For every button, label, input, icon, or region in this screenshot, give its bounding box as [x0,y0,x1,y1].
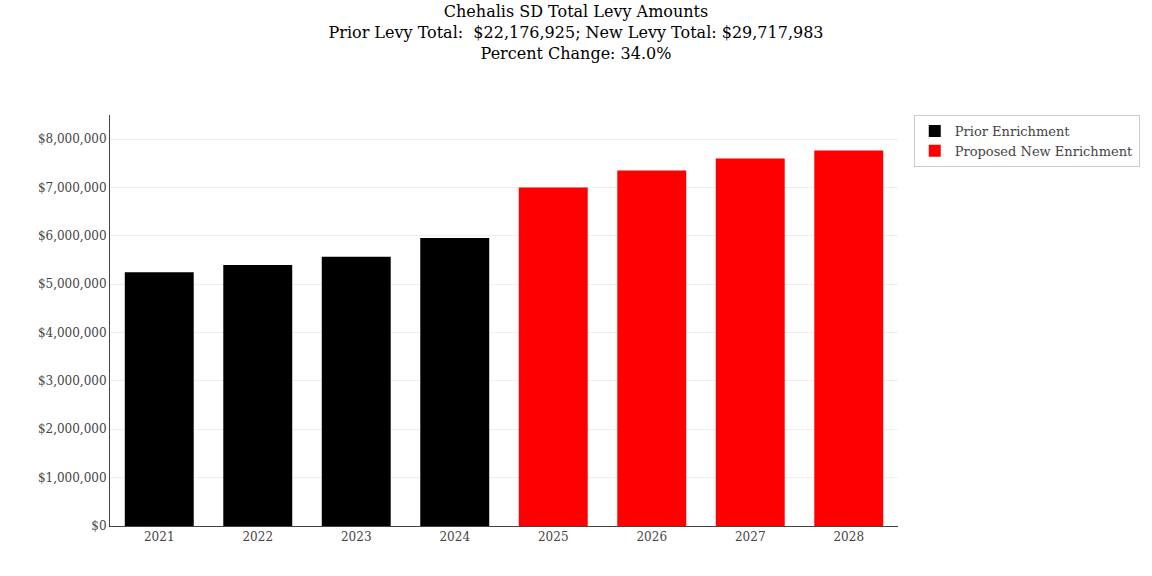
svg-text:$3,000,000: $3,000,000 [38,374,107,388]
svg-text:2024: 2024 [439,530,470,544]
svg-text:$6,000,000: $6,000,000 [38,229,107,243]
svg-text:2027: 2027 [735,530,766,544]
svg-text:Prior Enrichment: Prior Enrichment [955,124,1071,139]
svg-text:$0: $0 [91,519,106,533]
svg-text:$8,000,000: $8,000,000 [38,132,107,146]
svg-text:2025: 2025 [538,530,569,544]
svg-text:$7,000,000: $7,000,000 [38,181,107,195]
svg-text:$5,000,000: $5,000,000 [38,277,107,291]
svg-text:2022: 2022 [242,530,273,544]
svg-text:$4,000,000: $4,000,000 [38,326,107,340]
svg-text:$1,000,000: $1,000,000 [38,471,107,485]
svg-text:Chehalis SD Total Levy Amounts: Chehalis SD Total Levy AmountsPrior Levy… [328,2,823,63]
svg-text:Proposed New Enrichment: Proposed New Enrichment [955,144,1133,159]
svg-text:2028: 2028 [833,530,864,544]
svg-text:2023: 2023 [341,530,372,544]
svg-text:$2,000,000: $2,000,000 [38,422,107,436]
svg-text:2021: 2021 [144,530,175,544]
svg-text:2026: 2026 [636,530,667,544]
